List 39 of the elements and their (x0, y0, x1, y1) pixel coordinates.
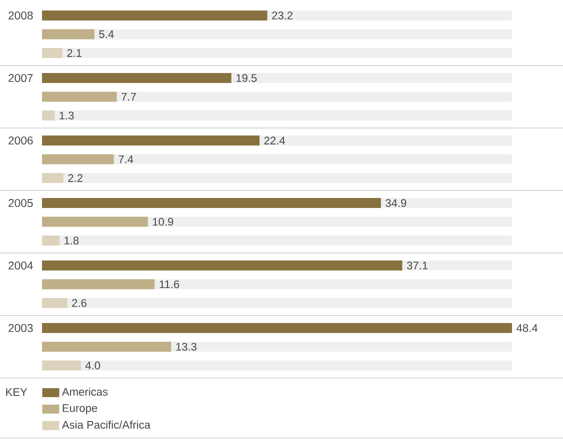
data-label: 22.4 (264, 136, 286, 144)
data-label: 11.6 (160, 280, 180, 288)
bar (42, 173, 64, 183)
bar (42, 236, 60, 246)
data-label: 5.4 (99, 30, 114, 38)
data-label: 37.1 (406, 262, 428, 270)
y-tick-label: 2008 (8, 11, 33, 20)
data-label: 2.2 (68, 174, 82, 182)
data-label: 1.8 (64, 236, 79, 244)
data-label: 1.3 (60, 112, 74, 120)
data-label: 4.0 (85, 362, 100, 370)
y-tick-label: 2007 (8, 74, 33, 82)
legend-label: Americas (62, 388, 108, 396)
bar (42, 298, 68, 308)
legend-label: Europe (62, 404, 98, 414)
y-tick-label: 2005 (8, 198, 33, 208)
data-label: 10.9 (152, 218, 174, 226)
data-label: 2.1 (67, 49, 82, 57)
y-tick-label: 2003 (8, 324, 33, 332)
data-label: 34.9 (386, 199, 406, 207)
data-label: 7.7 (122, 92, 136, 101)
legend-title: KEY (6, 388, 28, 396)
bar (42, 154, 114, 164)
data-label: 13.3 (176, 342, 196, 351)
legend-label: Asia Pacific/Africa (62, 420, 150, 429)
bar (42, 48, 62, 58)
data-label: 19.5 (236, 74, 257, 82)
data-label: 7.4 (118, 155, 134, 164)
bar (42, 279, 155, 290)
y-tick-label: 2006 (8, 136, 33, 145)
bar (42, 92, 117, 102)
bar (42, 110, 55, 120)
bar (42, 216, 148, 227)
y-tick-label: 2004 (8, 262, 33, 270)
data-label: 2.6 (72, 299, 86, 307)
data-label: 48.4 (516, 324, 538, 332)
bar (42, 29, 94, 40)
data-label: 23.2 (272, 12, 293, 20)
bar (42, 360, 81, 370)
